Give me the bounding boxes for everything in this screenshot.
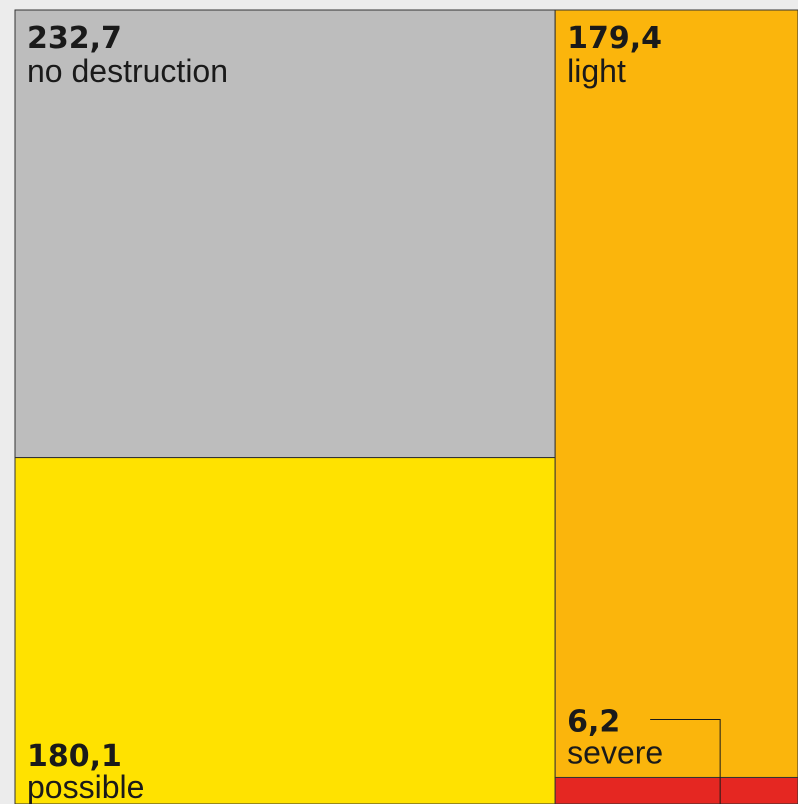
- value-label: 180,1: [27, 739, 122, 774]
- category-label: light: [567, 53, 626, 89]
- leader-line: [650, 718, 721, 804]
- tile: [14, 9, 556, 459]
- tile: [14, 457, 556, 804]
- category-label: severe: [567, 734, 663, 770]
- value-label: 179,4: [567, 21, 662, 56]
- value-label: 232,7: [27, 21, 122, 56]
- category-label: no destruction: [27, 53, 228, 89]
- value-label: 6,2: [567, 704, 620, 739]
- category-label: possible: [27, 769, 144, 804]
- tile: [554, 776, 798, 804]
- tile: [554, 9, 798, 778]
